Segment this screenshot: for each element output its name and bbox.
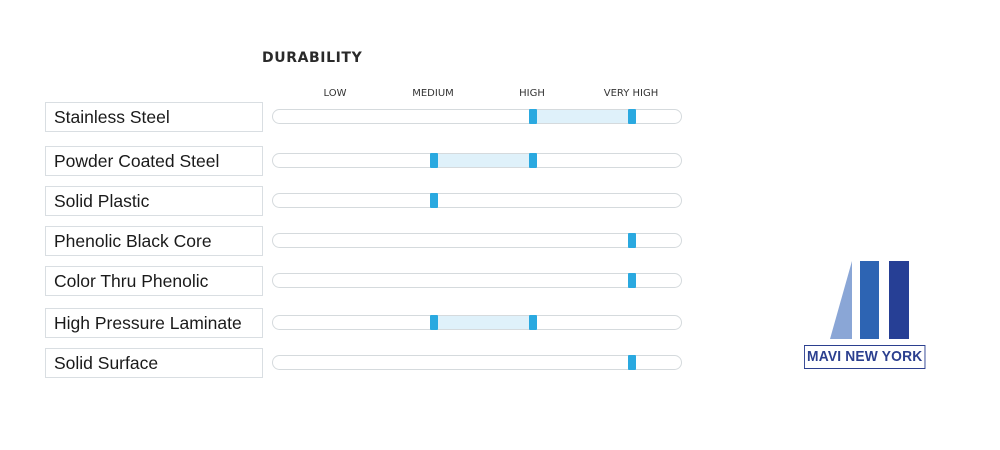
logo-triangle xyxy=(830,261,852,339)
durability-range-high-pressure-laminate xyxy=(434,316,533,329)
material-label-solid-plastic: Solid Plastic xyxy=(45,186,263,216)
material-label-stainless-steel: Stainless Steel xyxy=(45,102,263,132)
durability-marker-high-pressure-laminate-max xyxy=(529,315,537,330)
durability-marker-solid-surface xyxy=(628,355,636,370)
durability-marker-high-pressure-laminate-min xyxy=(430,315,438,330)
material-label-phenolic-black-core: Phenolic Black Core xyxy=(45,226,263,256)
logo-bar-mid xyxy=(860,261,879,339)
mavi-new-york-logo xyxy=(830,261,909,339)
material-label-high-pressure-laminate: High Pressure Laminate xyxy=(45,308,263,338)
level-label-low: LOW xyxy=(323,88,347,99)
durability-marker-phenolic-black-core xyxy=(628,233,636,248)
level-label-very-high: VERY HIGH xyxy=(603,88,659,99)
durability-track-solid-surface xyxy=(272,355,682,370)
durability-track-powder-coated-steel xyxy=(272,153,682,168)
durability-range-powder-coated-steel xyxy=(434,154,533,167)
level-label-medium: MEDIUM xyxy=(412,88,454,99)
material-label-solid-surface: Solid Surface xyxy=(45,348,263,378)
chart-title: DURABILITY xyxy=(262,50,363,66)
durability-track-phenolic-black-core xyxy=(272,233,682,248)
material-label-powder-coated-steel: Powder Coated Steel xyxy=(45,146,263,176)
durability-marker-stainless-steel-max xyxy=(628,109,636,124)
durability-marker-powder-coated-steel-max xyxy=(529,153,537,168)
durability-track-solid-plastic xyxy=(272,193,682,208)
durability-track-high-pressure-laminate xyxy=(272,315,682,330)
durability-marker-color-thru-phenolic xyxy=(628,273,636,288)
material-label-color-thru-phenolic: Color Thru Phenolic xyxy=(45,266,263,296)
durability-marker-stainless-steel-min xyxy=(529,109,537,124)
durability-marker-powder-coated-steel-min xyxy=(430,153,438,168)
durability-range-stainless-steel xyxy=(533,110,632,123)
durability-track-color-thru-phenolic xyxy=(272,273,682,288)
logo-text: MAVI NEW YORK xyxy=(804,345,926,369)
durability-marker-solid-plastic xyxy=(430,193,438,208)
level-label-high: HIGH xyxy=(519,88,545,99)
logo-bar-dark xyxy=(889,261,909,339)
durability-track-stainless-steel xyxy=(272,109,682,124)
